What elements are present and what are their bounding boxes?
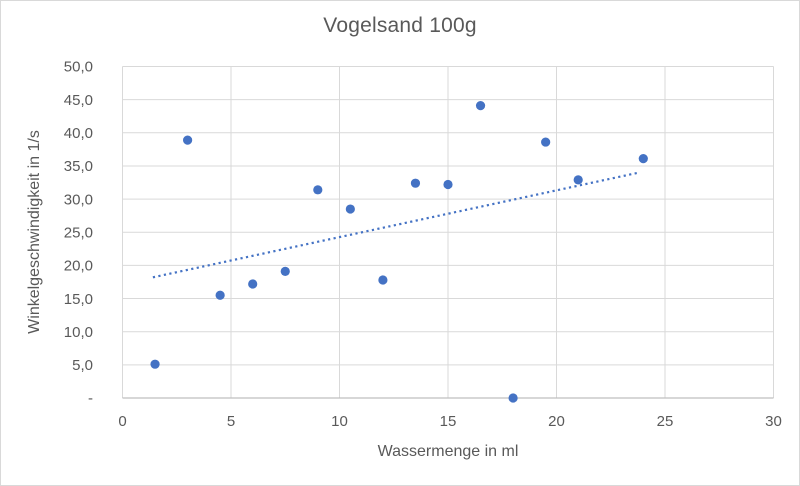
data-point bbox=[248, 279, 258, 289]
y-tick-label: 40,0 bbox=[64, 125, 93, 142]
data-point bbox=[541, 137, 551, 147]
x-tick-label: 20 bbox=[548, 413, 565, 430]
y-tick-label: 10,0 bbox=[64, 324, 93, 341]
x-tick-label: 5 bbox=[227, 413, 235, 430]
data-point bbox=[638, 154, 648, 164]
y-tick-label: 30,0 bbox=[64, 191, 93, 208]
x-tick-label: 25 bbox=[657, 413, 674, 430]
data-point bbox=[280, 266, 290, 276]
y-tick-label: 35,0 bbox=[64, 158, 93, 175]
data-point bbox=[345, 204, 355, 214]
x-tick-label: 0 bbox=[118, 413, 126, 430]
x-tick-label: 30 bbox=[765, 413, 782, 430]
y-tick-label: 45,0 bbox=[64, 92, 93, 109]
y-tick-label: 50,0 bbox=[64, 59, 93, 76]
y-tick-label: 20,0 bbox=[64, 258, 93, 275]
data-point bbox=[508, 393, 518, 403]
x-tick-label: 10 bbox=[331, 413, 348, 430]
y-tick-label: 25,0 bbox=[64, 224, 93, 241]
y-axis-title: Winkelgeschwindigkeit in 1/s bbox=[26, 130, 43, 334]
data-point bbox=[313, 185, 323, 195]
data-point bbox=[410, 178, 421, 188]
data-point bbox=[150, 359, 160, 369]
data-point bbox=[183, 135, 193, 145]
trendline bbox=[152, 171, 640, 279]
x-axis-title: Wassermenge in ml bbox=[377, 443, 519, 460]
data-point bbox=[573, 175, 583, 185]
chart-title: Vogelsand 100g bbox=[323, 14, 477, 37]
data-point bbox=[443, 179, 453, 190]
data-point bbox=[215, 290, 225, 300]
y-tick-label: - bbox=[88, 390, 93, 407]
data-point bbox=[475, 101, 486, 111]
x-tick-label: 15 bbox=[440, 413, 457, 430]
data-point bbox=[378, 275, 388, 285]
y-tick-label: 5,0 bbox=[72, 357, 93, 374]
y-tick-label: 15,0 bbox=[64, 291, 93, 308]
